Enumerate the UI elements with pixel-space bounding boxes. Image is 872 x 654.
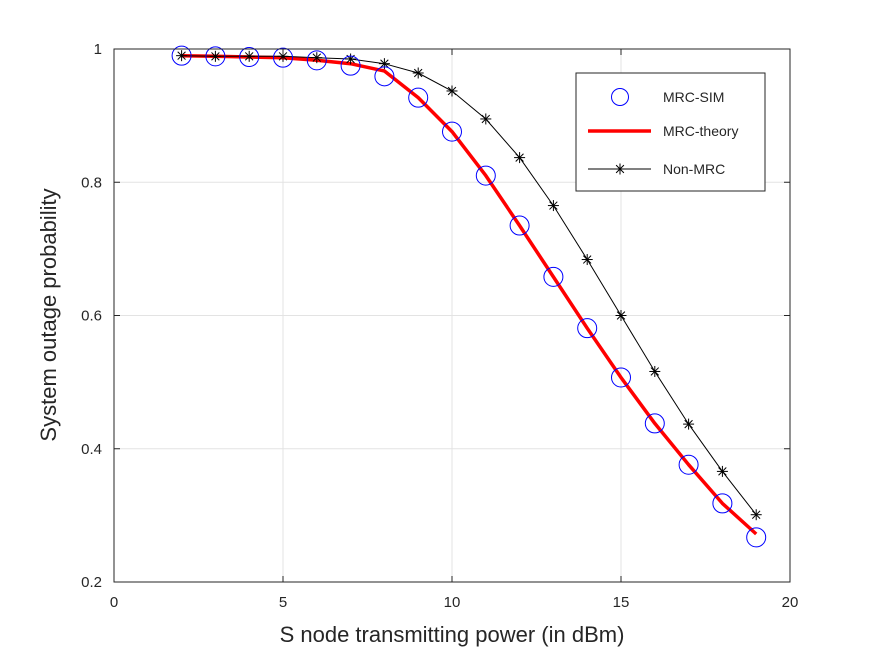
series-mrc-theory [181,53,758,536]
y-tick-label-4: 1 [94,41,102,58]
non-mrc-line [181,55,757,516]
non-mrc-point-10 [514,152,526,164]
non-mrc-point-1 [209,50,221,62]
non-mrc-point-8 [446,85,458,97]
mrc-theory-line [181,53,758,536]
non-mrc-point-4 [311,52,323,64]
mrc-sim-point-12 [577,318,598,339]
mrc-sim-point-9 [475,165,496,186]
mrc-sim-point-3 [273,47,293,68]
non-mrc-point-15 [683,418,695,430]
non-mrc-point-14 [649,365,661,377]
non-mrc-point-6 [378,58,390,70]
legend-mrc-sim-marker [611,88,629,106]
non-mrc-point-9 [480,113,492,125]
mrc-sim-point-7 [408,87,429,108]
mrc-sim-point-6 [374,66,395,87]
legend: MRC-SIM MRC-theory Non-MRC [575,72,766,192]
y-tick-label-3: 0.8 [81,174,102,191]
non-mrc-point-7 [412,67,424,79]
non-mrc-point-0 [176,50,188,62]
mrc-sim-point-15 [678,454,699,475]
x-tick-label-3: 15 [613,594,630,611]
x-tick-label-2: 10 [444,594,461,611]
y-tick-label-1: 0.4 [81,441,102,458]
mrc-sim-point-4 [306,50,327,71]
non-mrc-point-13 [615,310,627,321]
non-mrc-point-12 [581,254,593,266]
y-tick-label-0: 0.2 [81,574,102,591]
mrc-sim-point-8 [442,121,462,142]
mrc-sim-point-11 [543,266,564,287]
mrc-sim-point-16 [712,493,733,514]
x-tick-label-1: 5 [279,594,287,611]
legend-mrc-sim-label: MRC-SIM [663,89,724,105]
non-mrc-point-5 [345,53,357,65]
series-mrc-sim [171,45,767,548]
legend-non-mrc-marker [614,163,626,175]
series-group [171,45,767,548]
series-non-mrc [176,50,762,521]
y-tick-label-2: 0.6 [81,308,102,325]
mrc-sim-point-1 [205,46,226,67]
x-axis-label: S node transmitting power (in dBm) [280,622,625,647]
mrc-sim-point-17 [746,527,767,548]
non-mrc-point-17 [750,509,762,521]
non-mrc-point-11 [547,200,559,212]
legend-mrc-theory-label: MRC-theory [663,123,738,139]
x-tick-label-4: 20 [782,594,799,611]
legend-entries: MRC-SIM MRC-theory Non-MRC [588,88,738,177]
axis-ticks: 0 5 10 15 20 0.2 0.4 0.6 0.8 1 [81,41,798,611]
x-tick-label-0: 0 [110,594,118,611]
mrc-sim-point-5 [340,55,361,76]
y-axis-label: System outage probability [36,188,61,441]
non-mrc-point-2 [243,50,255,62]
non-mrc-point-16 [716,465,728,477]
legend-non-mrc-label: Non-MRC [663,161,725,177]
mrc-sim-point-14 [644,413,665,434]
mrc-sim-point-10 [509,215,530,236]
mrc-sim-point-0 [171,45,192,66]
mrc-sim-point-13 [611,367,631,388]
mrc-sim-point-2 [239,46,260,67]
